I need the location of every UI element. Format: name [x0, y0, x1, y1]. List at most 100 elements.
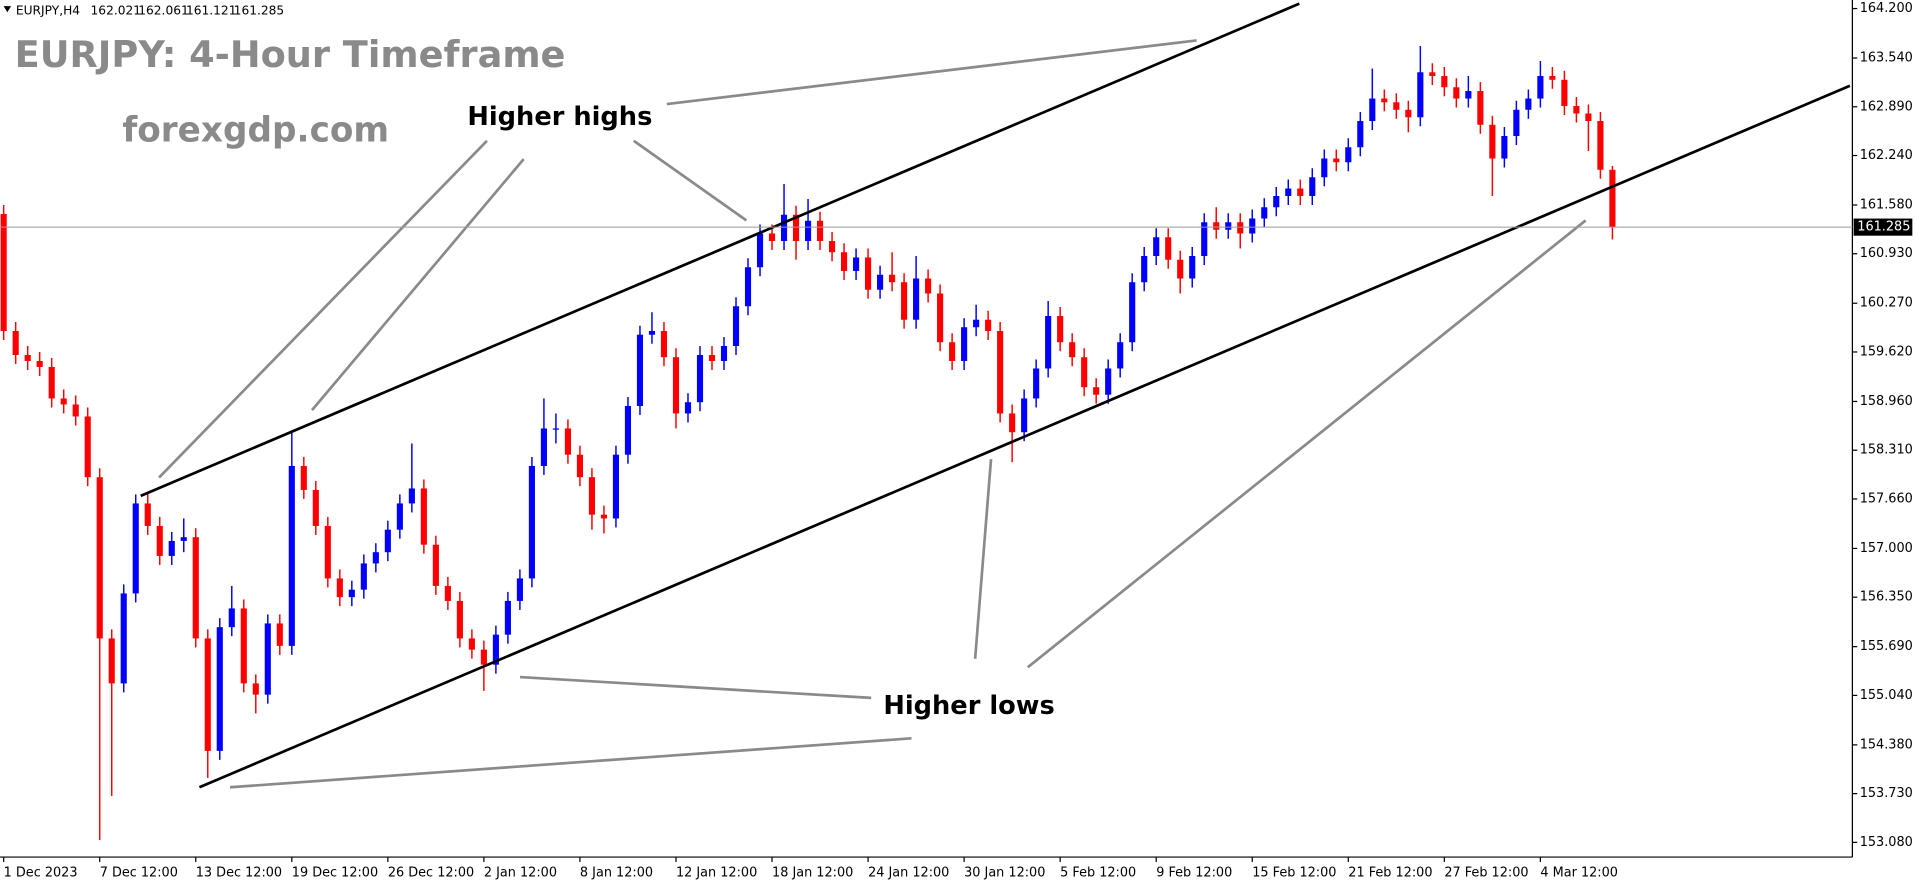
x-tick-label: 1 Dec 2023	[4, 865, 78, 880]
candle-body	[12, 330, 19, 355]
candle-body	[973, 319, 980, 328]
y-tick-label: 154.380	[1860, 737, 1913, 752]
y-tick-label: 157.000	[1860, 541, 1913, 556]
candle-body	[564, 428, 571, 455]
x-tick-label: 19 Dec 12:00	[292, 865, 378, 880]
candle-body	[468, 638, 475, 650]
candle-body	[816, 220, 824, 241]
candle-body	[1165, 237, 1172, 260]
candle-body	[588, 477, 596, 515]
candle-body	[744, 267, 752, 307]
menu-triangle	[3, 6, 12, 13]
candle-body	[997, 330, 1004, 414]
current-price-label: 161.285	[1857, 220, 1910, 235]
y-tick-label: 156.350	[1860, 590, 1913, 605]
candle-body	[612, 454, 620, 519]
pointer-line	[1026, 219, 1587, 669]
chart-title: EURJPY: 4-Hour Timeframe	[15, 33, 566, 76]
candle-body	[865, 257, 872, 290]
candle-body	[240, 608, 247, 684]
candle-body	[408, 488, 415, 504]
candle-body	[300, 465, 307, 490]
candle-body	[132, 503, 139, 594]
candle-body	[228, 608, 235, 628]
candle-body	[1237, 222, 1244, 234]
candle-body	[456, 600, 463, 639]
candle-body	[552, 428, 559, 430]
candle-body	[1561, 79, 1568, 107]
candle-body	[1309, 177, 1316, 197]
x-tick-label: 26 Dec 12:00	[388, 865, 474, 880]
header-value: 162.021	[91, 4, 142, 18]
candle-body	[1393, 102, 1400, 110]
candle-body	[1513, 109, 1520, 137]
candle-body	[72, 404, 79, 417]
candle-body	[384, 529, 391, 553]
candle-body	[1537, 76, 1544, 99]
candle-body	[732, 306, 740, 346]
candle-body	[1141, 255, 1148, 283]
candle-body	[432, 544, 439, 586]
candle-body	[636, 334, 644, 406]
candle-body	[36, 360, 43, 367]
y-tick-label: 157.660	[1860, 491, 1913, 506]
y-tick-label: 162.240	[1860, 148, 1913, 163]
header-value: 162.061	[138, 4, 189, 18]
annotation-label: Higher highs	[467, 102, 652, 132]
header-value: 161.285	[234, 4, 285, 18]
candle-body	[1249, 218, 1256, 234]
candle-body	[1021, 398, 1028, 433]
candle-body	[985, 319, 992, 331]
candle-body	[756, 233, 764, 268]
candle-body	[60, 398, 67, 405]
candle-body	[324, 525, 331, 579]
x-tick-label: 15 Feb 12:00	[1252, 865, 1336, 880]
candle-body	[204, 638, 211, 751]
candle-body	[901, 282, 908, 320]
candle-body	[841, 252, 848, 271]
candle-body	[853, 257, 860, 271]
candle-body	[120, 593, 127, 684]
candle-body	[396, 503, 403, 530]
candle-body	[312, 489, 319, 526]
candle-body	[961, 327, 968, 361]
x-tick-label: 12 Jan 12:00	[676, 865, 757, 880]
candle-body	[1357, 121, 1364, 148]
candle-body	[913, 278, 920, 320]
x-tick-label: 24 Jan 12:00	[868, 865, 949, 880]
candle-body	[264, 623, 271, 695]
candle-body	[504, 600, 511, 635]
x-tick-label: 18 Jan 12:00	[772, 865, 853, 880]
candle-body	[925, 278, 932, 294]
candle-body	[516, 578, 523, 601]
candle-body	[1525, 98, 1532, 110]
candle-body	[1225, 222, 1232, 230]
x-tick-label: 2 Jan 12:00	[484, 865, 557, 880]
candle-body	[180, 537, 187, 541]
x-tick-label: 7 Dec 12:00	[100, 865, 178, 880]
candle-body	[1177, 259, 1184, 279]
candle-body	[360, 563, 367, 590]
x-tick-label: 9 Feb 12:00	[1156, 865, 1232, 880]
candle-body	[192, 537, 199, 639]
candle-body	[252, 683, 259, 695]
candle-body	[1321, 158, 1328, 178]
candle-body	[1405, 109, 1412, 118]
candle-body	[1429, 72, 1436, 77]
candle-body	[1609, 169, 1616, 228]
candle-body	[156, 525, 163, 556]
candle-body	[444, 585, 451, 601]
x-tick-label: 4 Mar 12:00	[1540, 865, 1618, 880]
pointer-line	[973, 459, 993, 659]
candle-body	[528, 465, 535, 579]
candle-body	[1477, 91, 1484, 125]
candle-body	[1573, 106, 1580, 114]
candle-body	[372, 552, 379, 564]
upper-channel-line	[140, 2, 1300, 498]
candle-body	[1345, 147, 1352, 163]
candle-body	[1441, 76, 1448, 88]
candle-body	[804, 220, 812, 241]
symbol-label: EURJPY,H4	[16, 4, 80, 18]
candle-body	[1417, 72, 1424, 118]
